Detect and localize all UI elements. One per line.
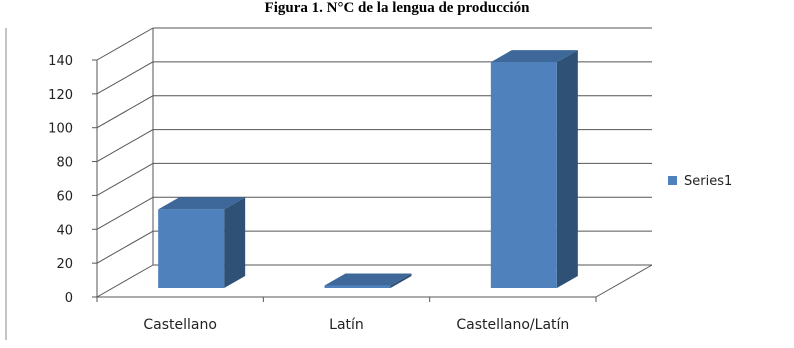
y-tick-label: 140 — [48, 54, 73, 69]
gridline-diagonal — [96, 196, 154, 230]
bar-top — [490, 50, 578, 63]
legend: Series1 — [668, 174, 732, 189]
y-tick-label: 60 — [56, 189, 73, 204]
y-tick-label: 40 — [56, 223, 73, 238]
y-tick-label: 20 — [56, 257, 73, 272]
bar-lat-n — [324, 273, 412, 288]
bar-side — [556, 50, 578, 289]
bar-side — [224, 197, 246, 288]
gridline-diagonal — [96, 95, 154, 129]
y-tick-label: 100 — [48, 122, 73, 137]
y-tick-label: 0 — [65, 291, 73, 306]
legend-swatch-series1 — [668, 176, 677, 185]
bars — [158, 50, 578, 289]
gridline-diagonal — [96, 162, 154, 196]
y-tick-label: 120 — [48, 88, 73, 103]
y-tick-label: 80 — [56, 156, 73, 171]
gridline-diagonal — [96, 27, 154, 61]
chart-title: Figura 1. N°C de la lengua de producción — [265, 0, 531, 16]
bar-front — [490, 62, 557, 289]
y-axis: 0 20 40 60 80 100 120 140 — [48, 54, 97, 306]
x-axis: Castellano Latín Castellano/Latín — [96, 297, 597, 333]
bar-top — [324, 273, 412, 286]
bar-front — [158, 209, 225, 288]
gridline-diagonal — [96, 129, 154, 163]
bar-top — [158, 197, 246, 210]
gridline-diagonal — [96, 264, 154, 298]
bar-castellano — [158, 197, 246, 288]
bar-side — [390, 273, 412, 288]
x-tick-label: Latín — [329, 317, 364, 333]
legend-label-series1: Series1 — [684, 174, 732, 189]
chart-walls — [96, 28, 653, 298]
bar-castellano-lat-n — [490, 50, 578, 289]
bar-front — [324, 285, 391, 288]
gridline-diagonal — [96, 230, 154, 264]
x-tick-label: Castellano — [143, 317, 217, 333]
floor-right-edge — [595, 264, 653, 298]
x-tick-label: Castellano/Latín — [456, 317, 569, 333]
gridline-diagonal — [96, 61, 154, 95]
